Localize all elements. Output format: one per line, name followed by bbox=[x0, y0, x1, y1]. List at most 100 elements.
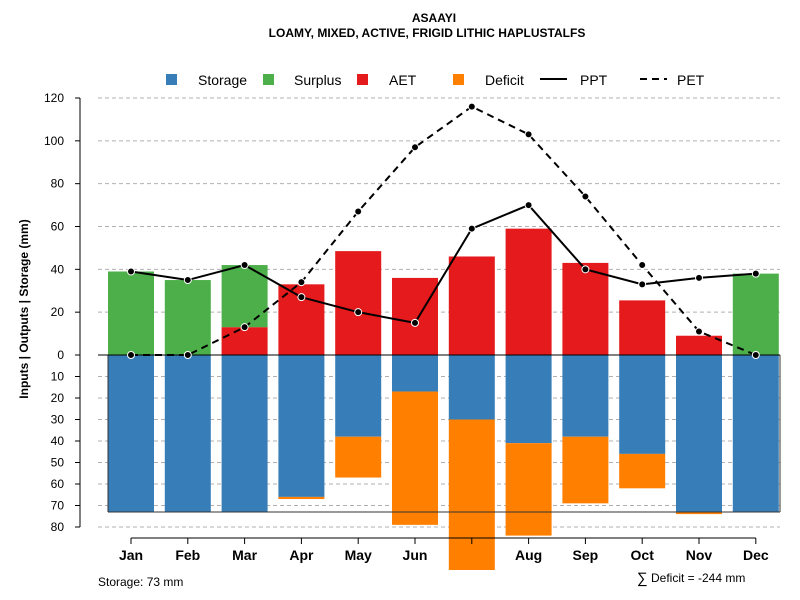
deficit-bar bbox=[676, 511, 722, 515]
x-tick-label: Feb bbox=[175, 547, 200, 563]
storage-bar bbox=[676, 355, 722, 512]
ppt-point bbox=[695, 273, 703, 282]
y-tick-label: 40 bbox=[51, 434, 65, 448]
legend-surplus-label: Surplus bbox=[294, 72, 341, 88]
ppt-point bbox=[183, 276, 192, 285]
chart-title: ASAAYI bbox=[412, 11, 456, 25]
aet-bar bbox=[619, 300, 666, 355]
pet-point bbox=[127, 351, 135, 359]
pet-point bbox=[751, 351, 760, 359]
pet-point bbox=[411, 143, 419, 152]
pet-point bbox=[524, 130, 533, 139]
y-tick-label: 60 bbox=[51, 477, 65, 491]
ppt-point bbox=[297, 293, 306, 302]
x-tick-label: Aug bbox=[515, 547, 542, 563]
ppt-line bbox=[130, 203, 756, 324]
y-tick-label: 20 bbox=[51, 391, 65, 405]
storage-bar bbox=[164, 355, 211, 512]
legend-deficit-swatch bbox=[453, 74, 464, 85]
x-tick-label: Sep bbox=[573, 547, 599, 563]
footer-deficit: Deficit = -244 mm bbox=[651, 571, 745, 585]
legend-aet-swatch bbox=[357, 74, 368, 85]
ppt-point bbox=[581, 265, 590, 274]
y-tick-label: 80 bbox=[51, 177, 65, 191]
chart-subtitle: LOAMY, MIXED, ACTIVE, FRIGID LITHIC HAPL… bbox=[269, 26, 586, 40]
deficit-bar bbox=[562, 436, 609, 504]
y-tick-label: 40 bbox=[51, 262, 65, 276]
ppt-point bbox=[467, 224, 476, 233]
pet-point bbox=[581, 192, 590, 201]
legend-ppt-label: PPT bbox=[580, 72, 608, 88]
aet-bar bbox=[221, 327, 268, 355]
pet-point bbox=[183, 351, 192, 359]
legend-storage-swatch bbox=[166, 74, 177, 85]
y-tick-label: 80 bbox=[51, 520, 65, 534]
sigma-symbol: ∑ bbox=[637, 570, 648, 587]
aet-bar bbox=[392, 277, 438, 355]
storage-bar bbox=[505, 355, 552, 444]
series-lines bbox=[127, 102, 760, 359]
gridlines bbox=[98, 97, 780, 528]
surplus-bar bbox=[108, 271, 154, 355]
surplus-bar bbox=[164, 280, 211, 355]
storage-bar bbox=[619, 355, 666, 454]
x-tick-label: Jan bbox=[119, 547, 143, 563]
ppt-point bbox=[354, 308, 363, 317]
x-tick-label: Jun bbox=[403, 547, 428, 563]
pet-point bbox=[638, 261, 647, 270]
x-tick-label: May bbox=[345, 547, 372, 563]
legend-storage-label: Storage bbox=[198, 72, 247, 88]
legend-pet-label: PET bbox=[677, 72, 705, 88]
pet-point bbox=[467, 102, 476, 111]
y-tick-label: 10 bbox=[51, 370, 65, 384]
y-tick-label: 120 bbox=[44, 91, 64, 105]
footer-storage: Storage: 73 mm bbox=[98, 575, 183, 589]
ppt-point bbox=[127, 267, 135, 276]
ppt-point bbox=[411, 318, 419, 327]
surplus-bar bbox=[732, 273, 779, 355]
bars bbox=[98, 228, 781, 570]
y-tick-label: 60 bbox=[51, 220, 65, 234]
storage-bar bbox=[392, 355, 438, 392]
pet-line bbox=[131, 105, 757, 356]
x-tick-label: Jul bbox=[462, 547, 482, 563]
storage-bar bbox=[108, 355, 154, 512]
storage-bar bbox=[335, 355, 382, 437]
aet-bar bbox=[448, 256, 495, 355]
x-tick-label: Apr bbox=[289, 547, 314, 563]
y-tick-label: 50 bbox=[51, 456, 65, 470]
legend-aet-label: AET bbox=[389, 72, 417, 88]
ppt-point bbox=[240, 261, 249, 270]
y-axis-label: Inputs | Outputs | Storage (mm) bbox=[17, 219, 31, 398]
aet-bar bbox=[505, 228, 552, 355]
y-tick-label: 0 bbox=[57, 348, 64, 362]
y-tick-label: 100 bbox=[44, 134, 64, 148]
deficit-bar bbox=[392, 391, 438, 525]
aet-bar bbox=[335, 251, 382, 355]
y-tick-label: 70 bbox=[51, 499, 65, 513]
y-tick-label: 20 bbox=[51, 305, 65, 319]
pet-point bbox=[240, 323, 249, 332]
storage-bar bbox=[562, 355, 609, 437]
x-tick-label: Dec bbox=[743, 547, 769, 563]
pet-point bbox=[695, 327, 703, 336]
ppt-point bbox=[524, 201, 533, 210]
deficit-bar bbox=[448, 419, 495, 570]
ppt-point bbox=[751, 269, 760, 278]
surplus-bar bbox=[221, 265, 268, 328]
pet-point bbox=[354, 207, 363, 216]
legend-surplus-swatch bbox=[263, 74, 274, 85]
storage-bar bbox=[221, 355, 268, 512]
x-tick-label: Mar bbox=[232, 547, 257, 563]
aet-bar bbox=[562, 262, 609, 355]
aet-bar bbox=[676, 335, 722, 355]
deficit-bar bbox=[505, 443, 552, 536]
storage-bar bbox=[278, 355, 325, 497]
legend-deficit-label: Deficit bbox=[485, 72, 524, 88]
axes: 0 20 40 60 80 100 120 10 20 30 40 50 60 70 80 Jan Feb Mar… bbox=[44, 91, 769, 563]
y-tick-label: 30 bbox=[51, 413, 65, 427]
deficit-bar bbox=[278, 496, 325, 500]
x-tick-label: Oct bbox=[631, 547, 655, 563]
storage-bar bbox=[732, 355, 779, 512]
